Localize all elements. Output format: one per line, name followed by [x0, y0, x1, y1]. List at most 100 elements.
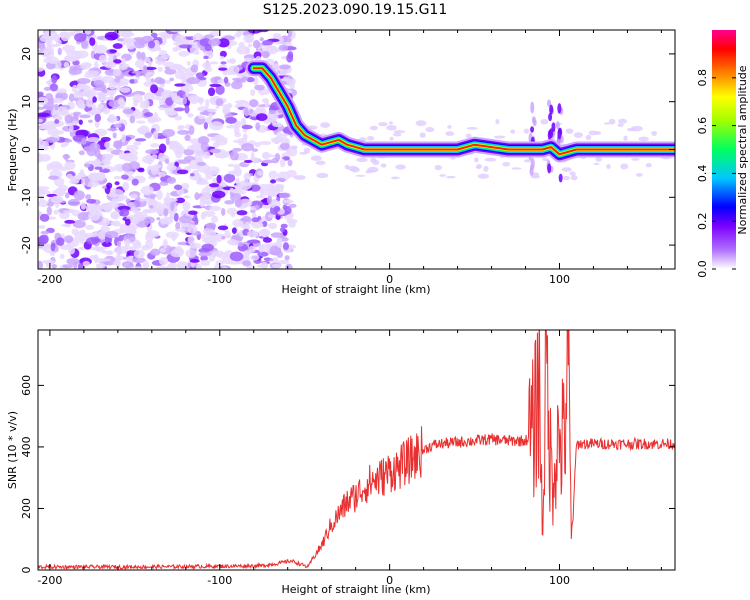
noise-blob: [310, 155, 322, 161]
noise-blob: [284, 255, 290, 261]
noise-blob: [56, 237, 65, 247]
noise-blob: [93, 79, 104, 87]
noise-blob: [366, 136, 375, 141]
noise-blob: [65, 192, 70, 199]
noise-blob: [136, 51, 142, 60]
noise-blob: [257, 170, 264, 176]
interference-blob: [530, 126, 535, 133]
noise-blob: [268, 170, 278, 180]
noise-blob: [542, 157, 549, 162]
noise-blob: [588, 130, 598, 136]
y-tick-label: 200: [20, 498, 33, 519]
noise-blob: [276, 131, 282, 139]
noise-blob: [63, 61, 70, 68]
noise-blob: [234, 132, 242, 138]
noise-blob: [173, 212, 179, 222]
noise-blob: [38, 234, 49, 245]
noise-blob: [159, 248, 166, 253]
noise-blob: [43, 102, 55, 110]
noise-blob: [86, 98, 93, 108]
noise-blob: [286, 169, 297, 178]
noise-blob: [237, 180, 252, 191]
noise-blob: [241, 143, 255, 152]
noise-blob: [439, 174, 446, 177]
noise-blob: [415, 120, 427, 127]
noise-blob: [132, 114, 145, 119]
noise-blob: [216, 174, 222, 184]
noise-blob: [186, 225, 198, 234]
colorbar-gradient: [712, 30, 736, 269]
noise-blob: [47, 43, 52, 54]
noise-blob: [214, 238, 223, 242]
noise-blob: [276, 250, 284, 259]
noise-blob: [129, 79, 135, 84]
noise-blob: [223, 76, 229, 84]
noise-blob: [101, 249, 107, 254]
noise-blob: [635, 172, 643, 177]
noise-blob: [645, 163, 652, 168]
noise-blob: [203, 122, 208, 130]
noise-blob: [445, 175, 456, 179]
noise-blob: [89, 142, 101, 153]
noise-blob: [288, 220, 296, 229]
noise-blob: [249, 109, 254, 114]
noise-blob: [116, 38, 124, 42]
noise-blob: [115, 253, 121, 263]
noise-blob: [493, 135, 506, 139]
noise-blob: [38, 139, 46, 149]
noise-blob: [166, 177, 177, 184]
noise-blob: [280, 223, 288, 229]
y-tick-label: 10: [20, 95, 33, 109]
noise-blob: [205, 222, 217, 230]
noise-blob: [199, 198, 205, 208]
y-tick-label: -10: [20, 188, 33, 206]
noise-blob: [76, 77, 91, 84]
noise-blob: [388, 121, 393, 125]
colorbar-tick-label: 0.8: [696, 69, 709, 87]
noise-blob: [233, 167, 242, 177]
noise-blob: [158, 97, 165, 106]
noise-blob: [39, 213, 50, 222]
noise-blob: [80, 202, 86, 210]
noise-blob: [279, 227, 286, 233]
interference-blob: [547, 99, 552, 107]
noise-blob: [43, 86, 51, 91]
noise-blob: [86, 236, 99, 245]
noise-blob: [287, 159, 293, 167]
noise-blob: [104, 141, 111, 149]
noise-blob: [108, 80, 117, 90]
noise-blob: [201, 187, 211, 197]
noise-blob: [50, 242, 56, 252]
noise-blob: [234, 197, 243, 208]
noise-blob: [190, 64, 199, 73]
snr-series-line: [38, 330, 675, 570]
noise-blob: [67, 198, 81, 207]
noise-blob: [112, 142, 122, 149]
noise-blob: [250, 254, 260, 261]
noise-blob: [47, 201, 54, 207]
interference-blob: [548, 113, 553, 122]
noise-blob: [434, 164, 443, 171]
noise-blob: [158, 256, 169, 266]
noise-blob: [236, 30, 242, 36]
noise-blob: [119, 208, 130, 217]
noise-blob: [68, 67, 83, 75]
noise-blob: [151, 154, 158, 160]
noise-blob: [128, 161, 141, 170]
noise-blob: [198, 252, 212, 257]
noise-blob: [78, 119, 83, 125]
noise-blob: [127, 38, 132, 49]
noise-blob: [147, 60, 153, 67]
noise-blob: [282, 204, 288, 211]
noise-blob: [167, 263, 176, 269]
noise-blob: [194, 217, 199, 226]
noise-blob: [38, 66, 44, 72]
noise-blob: [262, 237, 272, 243]
noise-blob: [229, 151, 239, 161]
noise-blob: [100, 136, 111, 142]
snr-y-label: SNR (10 * v/v): [6, 411, 19, 489]
noise-blob: [372, 159, 380, 166]
noise-blob: [77, 262, 84, 269]
noise-blob: [92, 96, 97, 103]
noise-blob: [261, 159, 275, 164]
